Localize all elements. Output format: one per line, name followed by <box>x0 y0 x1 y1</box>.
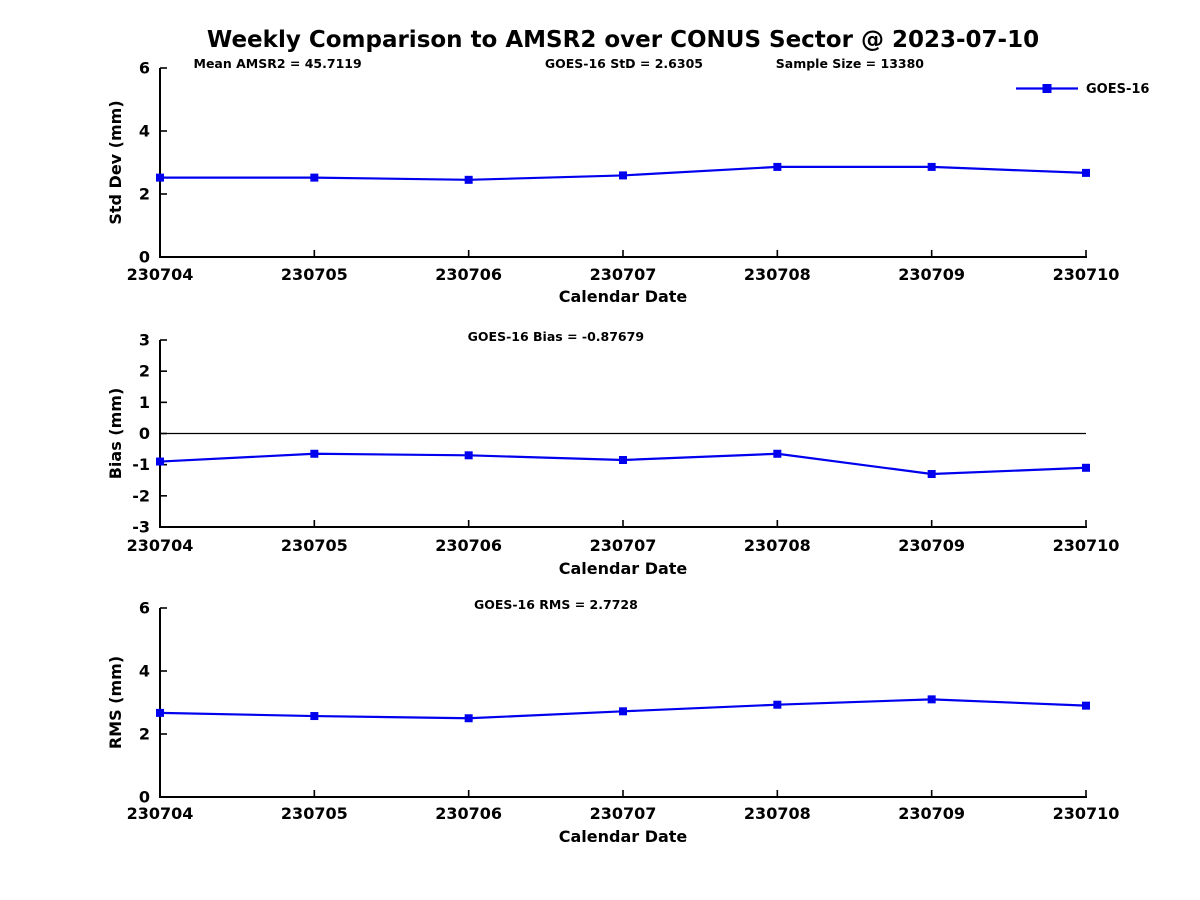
x-axis-label: Calendar Date <box>559 287 688 306</box>
x-tick-label: 230705 <box>281 804 348 823</box>
data-point-marker <box>1082 168 1090 177</box>
y-tick-label: 6 <box>139 59 150 78</box>
data-point-marker <box>310 173 319 182</box>
data-point-marker <box>927 695 936 704</box>
x-tick-label: 230708 <box>744 265 811 284</box>
data-point-marker <box>156 173 164 182</box>
x-axis-label: Calendar Date <box>559 827 688 846</box>
y-tick-label: 2 <box>139 362 150 381</box>
chart-title: Weekly Comparison to AMSR2 over CONUS Se… <box>206 27 1040 53</box>
x-tick-label: 230708 <box>744 804 811 823</box>
y-axis-label: Std Dev (mm) <box>106 100 125 224</box>
data-point-marker <box>927 470 936 479</box>
y-tick-label: 1 <box>139 393 150 412</box>
x-tick-label: 230708 <box>744 536 811 555</box>
x-tick-label: 230705 <box>281 265 348 284</box>
y-tick-label: 0 <box>139 248 150 267</box>
x-tick-label: 230709 <box>898 804 965 823</box>
data-point-marker <box>464 714 473 723</box>
y-tick-label: 3 <box>139 331 150 350</box>
legend-marker <box>1042 84 1052 93</box>
data-point-marker <box>619 455 627 464</box>
x-tick-label: 230707 <box>590 536 657 555</box>
data-point-marker <box>1082 701 1090 710</box>
data-point-marker <box>310 449 319 458</box>
y-tick-label: 4 <box>139 662 150 681</box>
data-point-marker <box>156 708 164 717</box>
y-axis-label: RMS (mm) <box>106 656 125 749</box>
data-point-marker <box>1082 463 1090 472</box>
rms-subplot: 0 2 4 6 230704 230705 230706 230707 230708 230709… <box>106 597 1120 846</box>
y-tick-label: 2 <box>139 185 150 204</box>
annotation: GOES-16 Bias = -0.87679 <box>468 329 644 344</box>
bias-subplot: -3 -2 -1 0 1 2 3 230704 230705 230706 230707 230708… <box>106 329 1120 578</box>
x-tick-label: 230705 <box>281 536 348 555</box>
y-tick-label: 0 <box>139 788 150 807</box>
y-tick-label: 4 <box>139 122 150 141</box>
x-tick-label: 230706 <box>435 536 502 555</box>
data-point-marker <box>619 171 627 180</box>
annotation: GOES-16 StD = 2.6305 <box>545 56 703 71</box>
y-tick-label: 0 <box>139 424 150 443</box>
x-tick-label: 230704 <box>127 536 194 555</box>
annotation: Sample Size = 13380 <box>776 56 925 71</box>
x-tick-label: 230707 <box>590 265 657 284</box>
data-point-marker <box>773 700 782 709</box>
x-tick-label: 230710 <box>1053 804 1120 823</box>
data-point-marker <box>773 162 782 171</box>
y-tick-label: -3 <box>132 518 150 537</box>
data-point-marker <box>464 451 473 460</box>
x-tick-label: 230706 <box>435 804 502 823</box>
x-axis-label: Calendar Date <box>559 559 688 578</box>
annotation: GOES-16 RMS = 2.7728 <box>474 597 638 612</box>
x-tick-label: 230704 <box>127 804 194 823</box>
std-dev-subplot: 0 2 4 6 230704 230705 230706 230707 230708 230709… <box>106 56 1149 306</box>
data-point-marker <box>927 162 936 171</box>
y-tick-label: -2 <box>132 486 150 505</box>
x-tick-label: 230709 <box>898 536 965 555</box>
data-point-marker <box>619 707 627 716</box>
x-tick-label: 230706 <box>435 265 502 284</box>
x-tick-label: 230707 <box>590 804 657 823</box>
legend: GOES-16 <box>1016 82 1149 97</box>
y-axis-label: Bias (mm) <box>106 388 125 480</box>
data-point-marker <box>773 449 782 458</box>
legend-label: GOES-16 <box>1086 82 1149 97</box>
annotation: Mean AMSR2 = 45.7119 <box>194 56 362 71</box>
y-tick-label: 2 <box>139 725 150 744</box>
x-tick-label: 230709 <box>898 265 965 284</box>
x-tick-label: 230704 <box>127 265 194 284</box>
data-point-marker <box>310 712 319 721</box>
y-tick-label: 6 <box>139 599 150 618</box>
data-point-marker <box>156 457 164 466</box>
y-tick-label: -1 <box>132 455 150 474</box>
x-tick-label: 230710 <box>1053 536 1120 555</box>
data-point-marker <box>464 175 473 184</box>
x-tick-label: 230710 <box>1053 265 1120 284</box>
